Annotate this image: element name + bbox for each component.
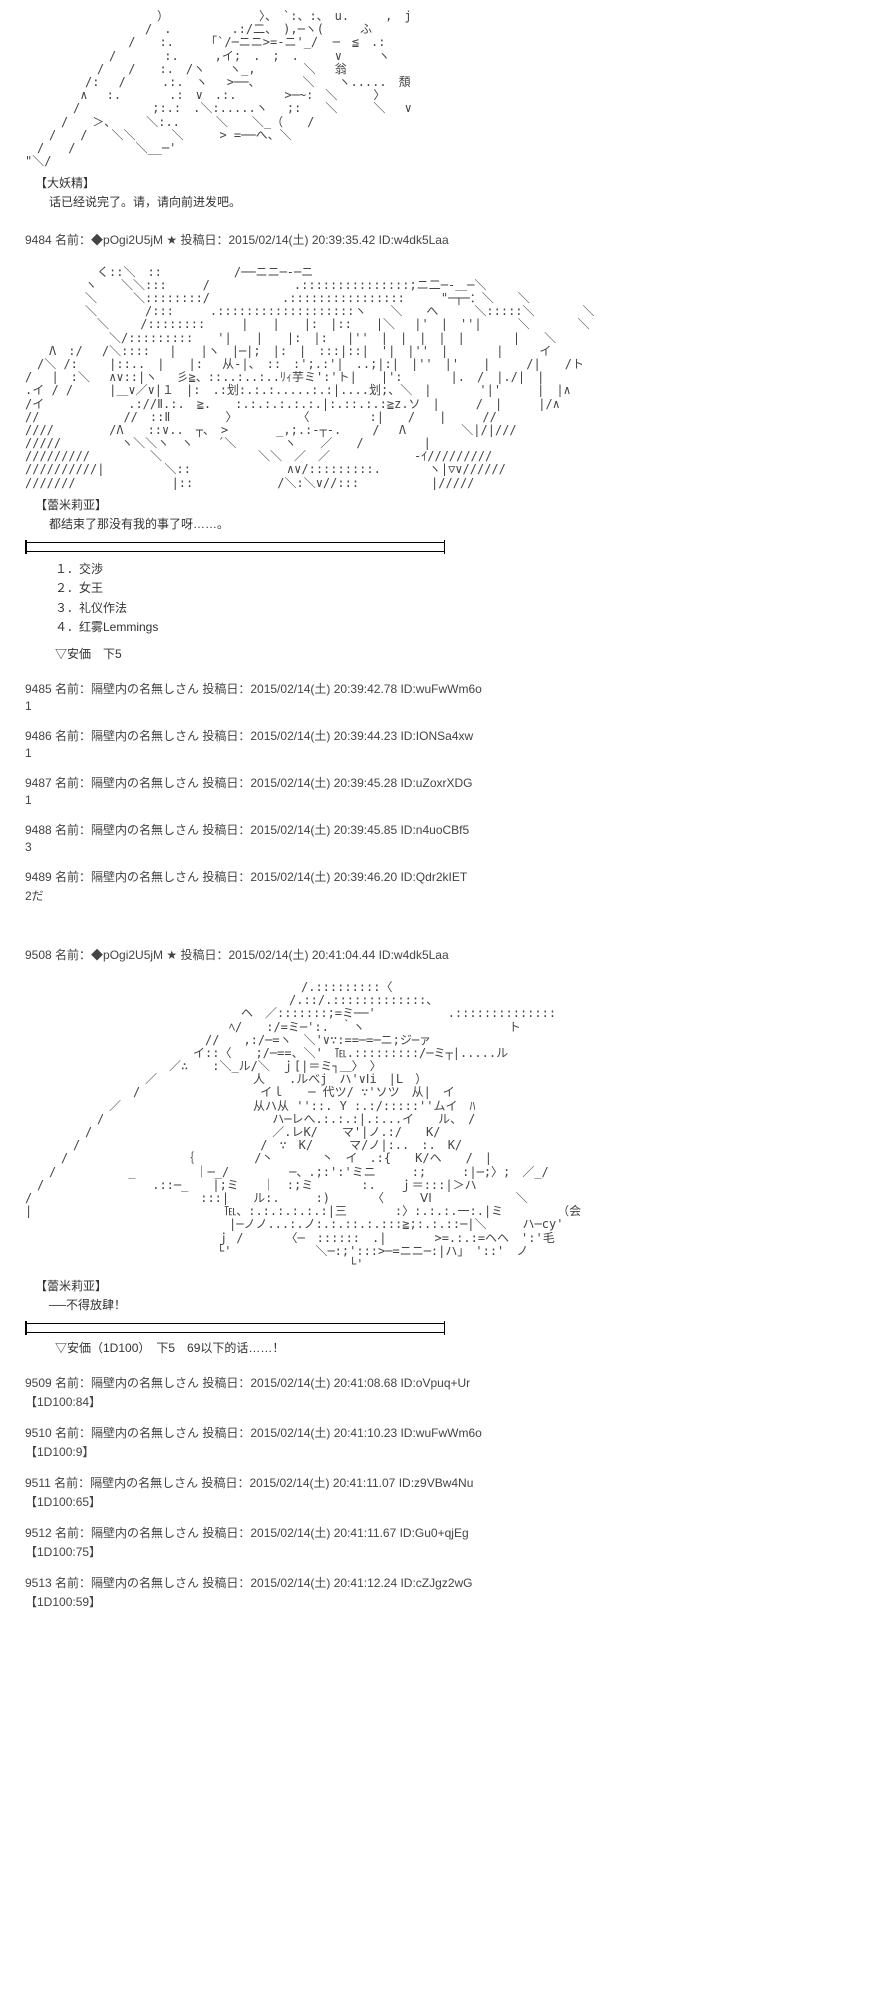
post-block-art1: ） 〉、 `:、:、 u. , j / . .:/二、 ),─ヽ( ふ / :.… xyxy=(25,10,867,213)
reply-body: 【1D100:9】 xyxy=(25,1443,867,1460)
reply-header: 9485 名前：隔壁内の名無しさん 投稿日：2015/02/14(土) 20:3… xyxy=(25,680,867,697)
replies-block-2: 9509 名前：隔壁内の名無しさん 投稿日：2015/02/14(土) 20:4… xyxy=(25,1374,867,1610)
char-name-1: 【大妖精】 xyxy=(35,174,867,193)
anka-prompt-1: ▽安価 下5 xyxy=(55,645,867,662)
reply-header: 9486 名前：隔壁内の名無しさん 投稿日：2015/02/14(土) 20:3… xyxy=(25,727,867,744)
char-name-3: 【蕾米莉亚】 xyxy=(35,1277,867,1296)
reply-header: 9489 名前：隔壁内の名無しさん 投稿日：2015/02/14(土) 20:3… xyxy=(25,868,867,885)
post-9484: 9484 名前：◆pOgi2U5jM ★ 投稿日：2015/02/14(土) 2… xyxy=(25,231,867,248)
reply-header: 9513 名前：隔壁内の名無しさん 投稿日：2015/02/14(土) 20:4… xyxy=(25,1574,867,1591)
reply-body: 【1D100:65】 xyxy=(25,1493,867,1510)
post-block-art3: /.:::::::::〈 /.::/.:::::::::::::、 ヘ ／:::… xyxy=(25,981,867,1357)
dialogue-text-1: 话已经说完了。请，请向前进发吧。 xyxy=(49,193,867,212)
char-name-2: 【蕾米莉亚】 xyxy=(35,496,867,515)
reply-header: 9511 名前：隔壁内の名無しさん 投稿日：2015/02/14(土) 20:4… xyxy=(25,1474,867,1491)
dialogue-3: 【蕾米莉亚】 ──不得放肆！ xyxy=(35,1277,867,1315)
reply-body: 1 xyxy=(25,699,867,713)
options-list: １．交渉 ２．女王 ３．礼仪作法 ４．红雾Lemmings xyxy=(55,560,867,637)
option-4: ４．红雾Lemmings xyxy=(55,618,867,637)
post-block-art2: く::＼ :: /──ニニ─-─ニ ヽ ＼＼::: / .:::::::::::… xyxy=(25,266,867,662)
reply-body: 【1D100:75】 xyxy=(25,1543,867,1560)
dialogue-text-3: ──不得放肆！ xyxy=(49,1296,867,1315)
post-header-9484: 9484 名前：◆pOgi2U5jM ★ 投稿日：2015/02/14(土) 2… xyxy=(25,231,867,248)
reply-header: 9509 名前：隔壁内の名無しさん 投稿日：2015/02/14(土) 20:4… xyxy=(25,1374,867,1391)
option-3: ３．礼仪作法 xyxy=(55,599,867,618)
reply-body: 1 xyxy=(25,793,867,807)
reply-body: 【1D100:59】 xyxy=(25,1593,867,1610)
option-2: ２．女王 xyxy=(55,579,867,598)
reply-header: 9487 名前：隔壁内の名無しさん 投稿日：2015/02/14(土) 20:3… xyxy=(25,774,867,791)
dialogue-text-2: 都结束了那没有我的事了呀……。 xyxy=(49,515,867,534)
divider-top xyxy=(25,542,445,552)
reply-body: 【1D100:84】 xyxy=(25,1393,867,1410)
reply-body: 2だ xyxy=(25,887,867,904)
dialogue-1: 【大妖精】 话已经说完了。请，请向前进发吧。 xyxy=(35,174,867,212)
dialogue-2: 【蕾米莉亚】 都结束了那没有我的事了呀……。 xyxy=(35,496,867,534)
reply-header: 9512 名前：隔壁内の名無しさん 投稿日：2015/02/14(土) 20:4… xyxy=(25,1524,867,1541)
post-header-9508: 9508 名前：◆pOgi2U5jM ★ 投稿日：2015/02/14(土) 2… xyxy=(25,946,867,963)
reply-body: 1 xyxy=(25,746,867,760)
ascii-art-2: く::＼ :: /──ニニ─-─ニ ヽ ＼＼::: / .:::::::::::… xyxy=(25,266,867,490)
ascii-art-3: /.:::::::::〈 /.::/.:::::::::::::、 ヘ ／:::… xyxy=(25,981,867,1271)
anka-prompt-2: ▽安価（1D100） 下5 69以下的话……！ xyxy=(55,1339,867,1356)
replies-block-1: 9485 名前：隔壁内の名無しさん 投稿日：2015/02/14(土) 20:3… xyxy=(25,680,867,904)
reply-header: 9510 名前：隔壁内の名無しさん 投稿日：2015/02/14(土) 20:4… xyxy=(25,1424,867,1441)
divider-2 xyxy=(25,1323,445,1333)
reply-body: 3 xyxy=(25,840,867,854)
option-1: １．交渉 xyxy=(55,560,867,579)
ascii-art-1: ） 〉、 `:、:、 u. , j / . .:/二、 ),─ヽ( ふ / :.… xyxy=(25,10,867,168)
reply-header: 9488 名前：隔壁内の名無しさん 投稿日：2015/02/14(土) 20:3… xyxy=(25,821,867,838)
post-9508: 9508 名前：◆pOgi2U5jM ★ 投稿日：2015/02/14(土) 2… xyxy=(25,946,867,963)
